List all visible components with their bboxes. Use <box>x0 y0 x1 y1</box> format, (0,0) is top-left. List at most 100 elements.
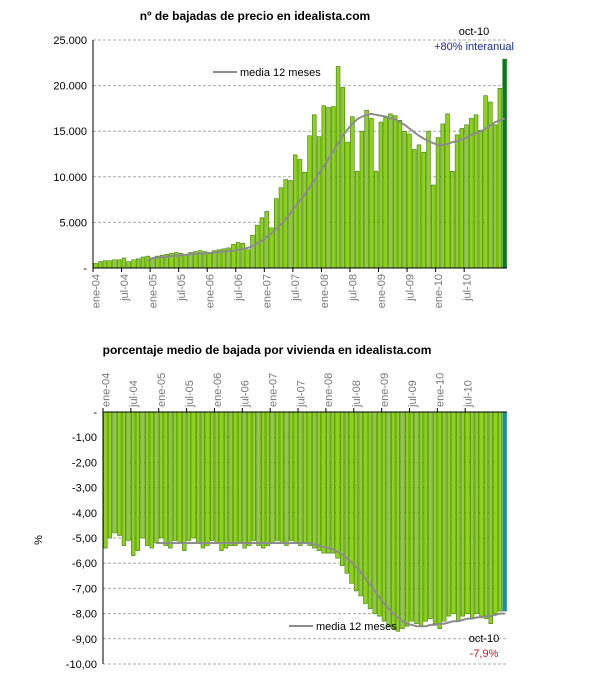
bar <box>405 411 410 627</box>
bar <box>331 106 336 269</box>
x-tick-label: jul-08 <box>351 380 363 408</box>
x-tick-label: jul-07 <box>295 380 307 408</box>
bar <box>446 411 452 617</box>
chart-title: porcentaje medio de bajada por vivienda … <box>103 343 432 357</box>
bar <box>483 95 488 269</box>
bar <box>377 411 382 617</box>
y-tick-label: -1,00 <box>72 432 97 444</box>
bar <box>445 113 450 269</box>
y-axis-label: % <box>33 535 45 545</box>
bar <box>121 257 127 269</box>
bar <box>112 411 117 534</box>
y-tick-label: -6,00 <box>72 558 97 570</box>
y-tick-label: 20.000 <box>53 81 87 93</box>
bar <box>409 411 414 622</box>
bar <box>191 411 196 539</box>
bar <box>163 411 168 546</box>
y-tick-label: 15.000 <box>53 126 87 138</box>
y-tick-label: -8,00 <box>72 609 97 621</box>
bar <box>412 149 417 269</box>
bar <box>340 87 346 269</box>
bar <box>214 411 219 544</box>
x-tick-label: ene-04 <box>100 373 112 407</box>
bar <box>454 134 460 269</box>
x-tick-label: ene-06 <box>205 274 217 308</box>
axes <box>102 408 507 664</box>
bar <box>464 124 469 269</box>
average-line <box>156 542 505 628</box>
bar <box>121 411 127 546</box>
x-tick-label: jul-05 <box>184 380 196 408</box>
x-tick-label: jul-09 <box>407 380 419 408</box>
bar <box>219 411 224 551</box>
bar <box>442 411 447 622</box>
bar <box>144 411 150 546</box>
bar <box>279 411 284 544</box>
annotation-change: +80% interanual <box>434 41 514 53</box>
bar <box>270 411 275 544</box>
bar <box>312 411 317 549</box>
legend: media 12 meses <box>213 67 321 79</box>
bar <box>93 263 98 269</box>
bar <box>345 141 350 269</box>
bar <box>302 171 307 269</box>
x-tick-label: jul-08 <box>347 274 359 302</box>
y-tick-label: -5,00 <box>72 533 97 545</box>
bar <box>402 130 407 269</box>
bar <box>196 411 201 544</box>
bar <box>312 114 317 269</box>
bar <box>97 261 103 269</box>
bar <box>131 259 136 269</box>
bar <box>386 411 391 627</box>
x-tick-label: ene-10 <box>433 274 445 308</box>
chart-title: nº de bajadas de precio en idealista.com <box>140 9 370 23</box>
bar <box>274 411 280 541</box>
bar <box>250 234 255 269</box>
bar <box>381 411 387 622</box>
x-tick-label: ene-08 <box>319 274 331 308</box>
bar-series <box>103 411 507 632</box>
bar <box>426 130 431 269</box>
y-tick-label: - <box>83 263 87 275</box>
x-tick-label: ene-06 <box>212 373 224 407</box>
bar <box>502 411 507 612</box>
bar <box>400 411 405 630</box>
bar <box>435 137 441 269</box>
bar <box>168 411 173 549</box>
x-tick-label: ene-05 <box>156 373 168 407</box>
annotation-date: oct-10 <box>459 26 490 38</box>
bar <box>223 411 229 549</box>
x-tick-label: jul-10 <box>462 274 474 302</box>
axes <box>92 40 507 272</box>
x-tick-label: jul-09 <box>404 274 416 302</box>
bar <box>135 411 140 551</box>
average-line-series <box>156 542 505 628</box>
bar <box>326 411 331 554</box>
bar <box>497 411 503 612</box>
y-tick-label: -10,00 <box>66 659 97 671</box>
x-tick-label: ene-08 <box>323 373 335 407</box>
bar <box>450 171 455 269</box>
y-tick-label: -3,00 <box>72 483 97 495</box>
bar <box>293 411 298 544</box>
bar <box>288 180 293 269</box>
y-axis-ticks: -10,00 -9,00 -8,00 -7,00 -6,00 -5,00 -4,00 -3,0… <box>66 407 98 671</box>
bar <box>256 411 261 546</box>
bar <box>372 411 377 614</box>
bar <box>335 411 340 559</box>
y-tick-label: -2,00 <box>72 457 97 469</box>
x-tick-label: jul-06 <box>233 274 245 302</box>
bar <box>186 411 192 541</box>
x-tick-label: jul-05 <box>176 274 188 302</box>
bar <box>392 115 398 269</box>
bar <box>416 144 422 269</box>
bar <box>154 411 159 544</box>
x-tick-label: jul-07 <box>290 274 302 302</box>
bar <box>397 119 403 269</box>
bar <box>302 411 308 544</box>
annotation-change: -7,9% <box>470 648 499 660</box>
y-tick-label: - <box>93 407 97 419</box>
bar <box>288 411 294 541</box>
bar <box>284 411 289 546</box>
bar <box>209 411 215 541</box>
